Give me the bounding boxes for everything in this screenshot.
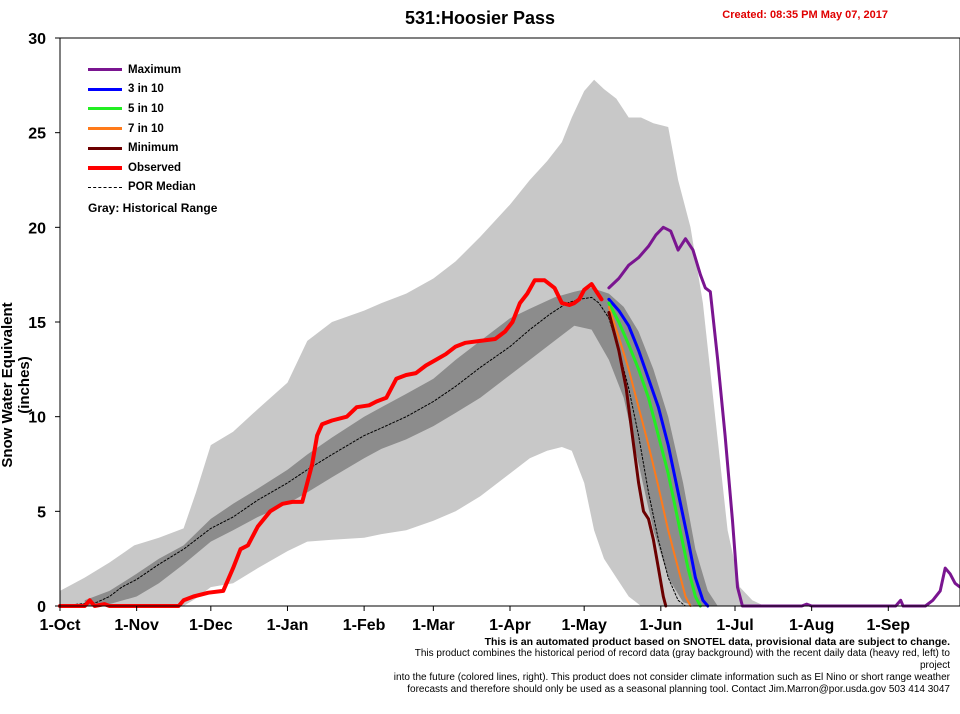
legend-swatch-maximum bbox=[88, 68, 122, 72]
y-tick-label: 30 bbox=[28, 31, 46, 48]
legend-label-observed: Observed bbox=[128, 161, 182, 174]
series-line-5-in-10 bbox=[607, 301, 702, 608]
legend-item-3in10: 3 in 10 bbox=[88, 80, 217, 100]
series-line-observed bbox=[58, 278, 604, 608]
x-tick-label: 1-Feb bbox=[343, 617, 386, 634]
legend: Maximum 3 in 10 5 in 10 7 in 10 Minimum … bbox=[88, 60, 217, 215]
legend-item-minimum: Minimum bbox=[88, 138, 217, 158]
axis-layer: 0 5 10 15 20 25 30 1-Oct 1-Nov 1-Dec 1-Jan 1-Feb 1-M… bbox=[28, 31, 960, 634]
series-line-por-median bbox=[59, 296, 686, 607]
x-tick-label: 1-Aug bbox=[789, 617, 834, 634]
series-line-7-in-10 bbox=[607, 305, 692, 607]
x-tick-label: 1-Mar bbox=[412, 617, 455, 634]
legend-item-observed: Observed bbox=[88, 158, 217, 178]
footer-line-1: This is an automated product based on SN… bbox=[484, 636, 950, 648]
series-layer bbox=[58, 225, 960, 608]
legend-label-median: POR Median bbox=[128, 181, 196, 194]
legend-historical-range-note: Gray: Historical Range bbox=[88, 201, 218, 216]
x-tick-label: 1-Oct bbox=[40, 617, 82, 634]
footer-disclaimer: This is an automated product based on SN… bbox=[390, 636, 950, 696]
chart-title: 531:Hoosier Pass bbox=[404, 8, 556, 28]
legend-swatch-3in10 bbox=[88, 87, 122, 91]
historical-range-inner-band bbox=[84, 287, 718, 606]
footer-line-4: forecasts and therefore should only be u… bbox=[407, 684, 950, 695]
legend-item-7in10: 7 in 10 bbox=[88, 119, 217, 139]
legend-swatch-median bbox=[88, 186, 122, 188]
legend-item-maximum: Maximum bbox=[88, 60, 217, 80]
footer-line-3: into the future (colored lines, right). … bbox=[393, 672, 950, 683]
legend-label-minimum: Minimum bbox=[128, 142, 179, 155]
x-tick-label: 1-Sep bbox=[867, 617, 911, 634]
series-line-3-in-10 bbox=[607, 297, 710, 608]
x-tick-label: 1-Dec bbox=[189, 617, 233, 634]
series-line-minimum bbox=[607, 311, 668, 608]
x-tick-label: 1-May bbox=[561, 617, 606, 634]
legend-swatch-observed bbox=[88, 165, 122, 170]
legend-item-5in10: 5 in 10 bbox=[88, 99, 217, 119]
y-tick-label: 0 bbox=[37, 599, 46, 616]
y-tick-label: 15 bbox=[28, 315, 46, 332]
created-timestamp: Created: 08:35 PM May 07, 2017 bbox=[722, 9, 888, 21]
x-tick-label: 1-Jun bbox=[639, 617, 682, 634]
y-axis-label: Snow Water Equivalent (inches) bbox=[0, 302, 33, 468]
legend-label-maximum: Maximum bbox=[128, 63, 182, 76]
x-tick-label: 1-Jan bbox=[267, 617, 309, 634]
y-tick-label: 25 bbox=[28, 126, 46, 143]
legend-swatch-5in10 bbox=[88, 107, 122, 111]
legend-label-5in10: 5 in 10 bbox=[128, 102, 164, 115]
legend-item-median: POR Median bbox=[88, 178, 217, 198]
y-tick-label: 20 bbox=[28, 220, 46, 237]
x-tick-label: 1-Jul bbox=[716, 617, 753, 634]
legend-swatch-7in10 bbox=[88, 127, 122, 131]
x-tick-label: 1-Apr bbox=[489, 617, 531, 634]
footer-line-2: This product combines the historical per… bbox=[414, 648, 950, 671]
historical-range-layer bbox=[60, 79, 960, 606]
legend-label-7in10: 7 in 10 bbox=[128, 122, 164, 135]
x-tick-label: 1-Nov bbox=[114, 617, 159, 634]
legend-swatch-minimum bbox=[88, 146, 122, 150]
series-line-maximum bbox=[607, 225, 960, 608]
y-tick-label: 5 bbox=[37, 504, 46, 521]
legend-label-3in10: 3 in 10 bbox=[128, 83, 164, 96]
y-tick-label: 10 bbox=[28, 410, 46, 427]
